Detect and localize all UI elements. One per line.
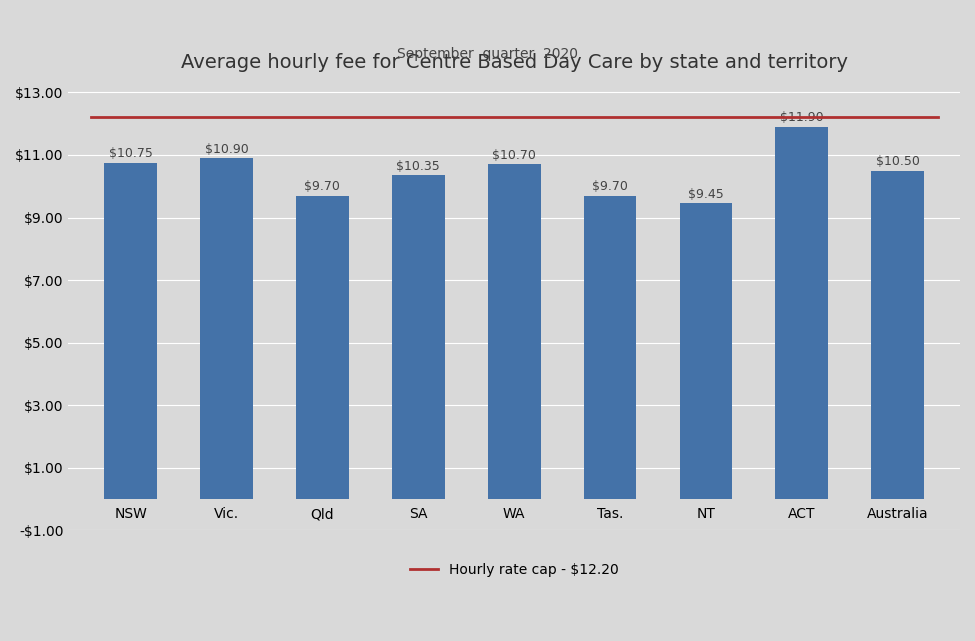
Text: $9.45: $9.45 [688,188,723,201]
Text: $10.35: $10.35 [397,160,440,173]
Text: $10.50: $10.50 [876,155,919,168]
Text: $9.70: $9.70 [304,180,340,193]
Title: Average hourly fee for Centre Based Day Care by state and territory: Average hourly fee for Centre Based Day … [180,53,847,72]
Bar [200,158,253,499]
Legend: Hourly rate cap - $12.20: Hourly rate cap - $12.20 [405,557,624,582]
Text: September  quarter  2020: September quarter 2020 [397,47,578,62]
Bar [584,196,637,499]
Text: $11.90: $11.90 [780,112,824,124]
Bar [872,171,924,499]
Text: $10.75: $10.75 [109,147,153,160]
Bar [296,196,349,499]
Text: $10.90: $10.90 [205,142,249,156]
Text: $10.70: $10.70 [492,149,536,162]
Bar [680,203,732,499]
Bar [775,127,828,499]
Bar [104,163,157,499]
Bar [488,164,540,499]
Bar [392,176,445,499]
Text: $9.70: $9.70 [592,180,628,193]
